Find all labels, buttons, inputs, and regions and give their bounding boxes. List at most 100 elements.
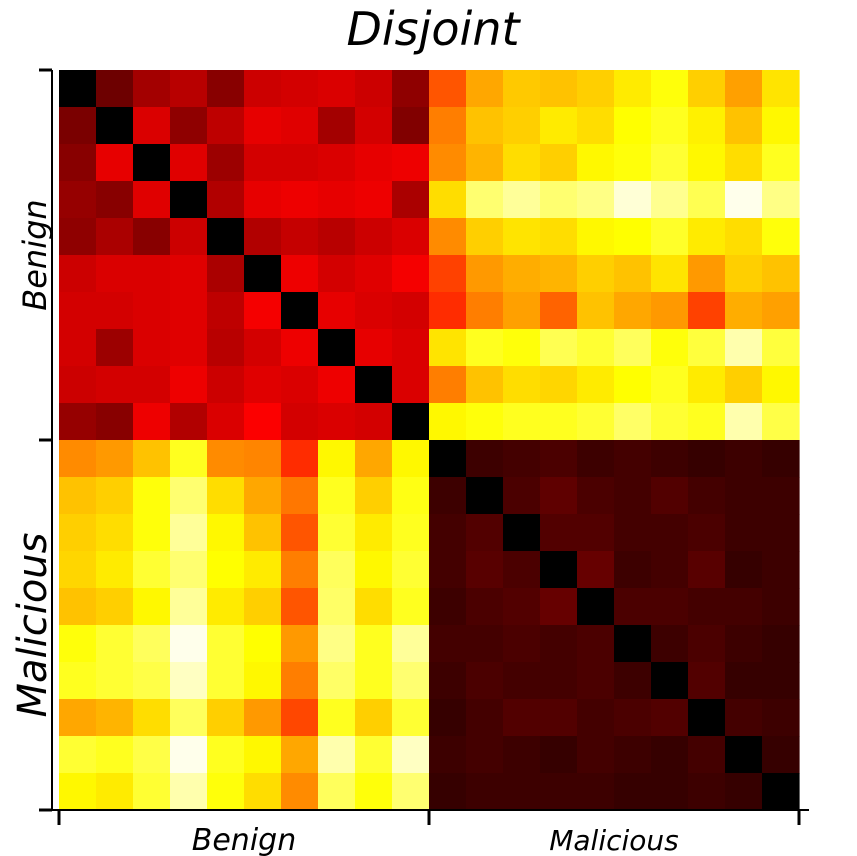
heatmap-cell	[170, 588, 208, 626]
heatmap-cell	[133, 292, 171, 330]
heatmap-cell	[281, 736, 319, 774]
heatmap-cell	[244, 403, 282, 441]
heatmap-cell	[429, 773, 467, 811]
heatmap-cell	[762, 625, 800, 663]
heatmap-cell	[59, 366, 97, 404]
heatmap-cell	[207, 736, 245, 774]
heatmap-cell	[96, 144, 134, 182]
heatmap-cell	[392, 440, 430, 478]
heatmap-cell	[170, 699, 208, 737]
heatmap-cell	[577, 477, 615, 515]
heatmap-cell	[96, 773, 134, 811]
heatmap-cell	[392, 255, 430, 293]
heatmap-cell	[244, 662, 282, 700]
heatmap-cell	[725, 773, 763, 811]
heatmap-cell	[392, 699, 430, 737]
heatmap-cell	[59, 107, 97, 145]
heatmap-cell	[96, 662, 134, 700]
heatmap-cell	[540, 181, 578, 219]
heatmap-cell	[540, 70, 578, 108]
heatmap-cell	[170, 292, 208, 330]
heatmap-cell	[170, 403, 208, 441]
heatmap-cell	[429, 477, 467, 515]
heatmap-cell	[651, 625, 689, 663]
heatmap-cell	[96, 588, 134, 626]
heatmap-cell	[244, 292, 282, 330]
heatmap-cell	[281, 366, 319, 404]
heatmap-cell	[466, 440, 504, 478]
heatmap-cell	[577, 292, 615, 330]
heatmap-cell	[96, 403, 134, 441]
heatmap-cell	[614, 625, 652, 663]
heatmap-cell	[466, 477, 504, 515]
heatmap-cell	[503, 292, 541, 330]
heatmap-cell	[540, 699, 578, 737]
heatmap-cell	[466, 292, 504, 330]
heatmap-cell	[133, 70, 171, 108]
heatmap-cell	[614, 588, 652, 626]
heatmap-cell	[355, 255, 393, 293]
heatmap-cell	[725, 144, 763, 182]
heatmap-cell	[466, 514, 504, 552]
heatmap-cell	[725, 403, 763, 441]
heatmap-cell	[540, 329, 578, 367]
heatmap-cell	[318, 440, 356, 478]
heatmap-cell	[281, 107, 319, 145]
heatmap-cell	[318, 329, 356, 367]
heatmap-cell	[244, 477, 282, 515]
heatmap-cell	[244, 699, 282, 737]
heatmap-cell	[318, 366, 356, 404]
heatmap-cell	[355, 403, 393, 441]
heatmap-cell	[429, 588, 467, 626]
heatmap-cell	[762, 181, 800, 219]
heatmap-cell	[503, 440, 541, 478]
heatmap-cell	[688, 107, 726, 145]
heatmap-cell	[170, 440, 208, 478]
heatmap-cell	[725, 366, 763, 404]
heatmap-cell	[540, 477, 578, 515]
heatmap-cell	[207, 70, 245, 108]
heatmap-cell	[244, 255, 282, 293]
heatmap-cell	[355, 292, 393, 330]
heatmap-cell	[762, 255, 800, 293]
heatmap-cell	[392, 625, 430, 663]
heatmap-cell	[725, 625, 763, 663]
heatmap-cell	[318, 477, 356, 515]
heatmap-cell	[318, 70, 356, 108]
heatmap-cells	[59, 70, 800, 811]
heatmap-cell	[466, 366, 504, 404]
heatmap-cell	[392, 181, 430, 219]
heatmap-cell	[170, 773, 208, 811]
heatmap-cell	[133, 625, 171, 663]
heatmap-cell	[318, 699, 356, 737]
heatmap-cell	[133, 403, 171, 441]
heatmap-cell	[614, 144, 652, 182]
heatmap-cell	[429, 329, 467, 367]
heatmap-cell	[392, 736, 430, 774]
heatmap-cell	[651, 699, 689, 737]
heatmap-cell	[207, 181, 245, 219]
heatmap-cell	[762, 144, 800, 182]
heatmap-cell	[59, 255, 97, 293]
heatmap-cell	[318, 292, 356, 330]
heatmap-cell	[614, 255, 652, 293]
heatmap-cell	[170, 329, 208, 367]
heatmap-cell	[318, 551, 356, 589]
heatmap-cell	[59, 625, 97, 663]
heatmap-cell	[207, 292, 245, 330]
heatmap-cell	[614, 773, 652, 811]
heatmap-cell	[429, 736, 467, 774]
heatmap-cell	[577, 403, 615, 441]
heatmap-cell	[133, 699, 171, 737]
heatmap-cell	[429, 625, 467, 663]
heatmap-cell	[762, 329, 800, 367]
heatmap-cell	[688, 255, 726, 293]
heatmap-cell	[207, 551, 245, 589]
heatmap-cell	[244, 70, 282, 108]
heatmap-cell	[429, 662, 467, 700]
heatmap-cell	[59, 773, 97, 811]
heatmap-cell	[207, 662, 245, 700]
heatmap-cell	[244, 736, 282, 774]
heatmap-cell	[688, 440, 726, 478]
heatmap-cell	[355, 514, 393, 552]
